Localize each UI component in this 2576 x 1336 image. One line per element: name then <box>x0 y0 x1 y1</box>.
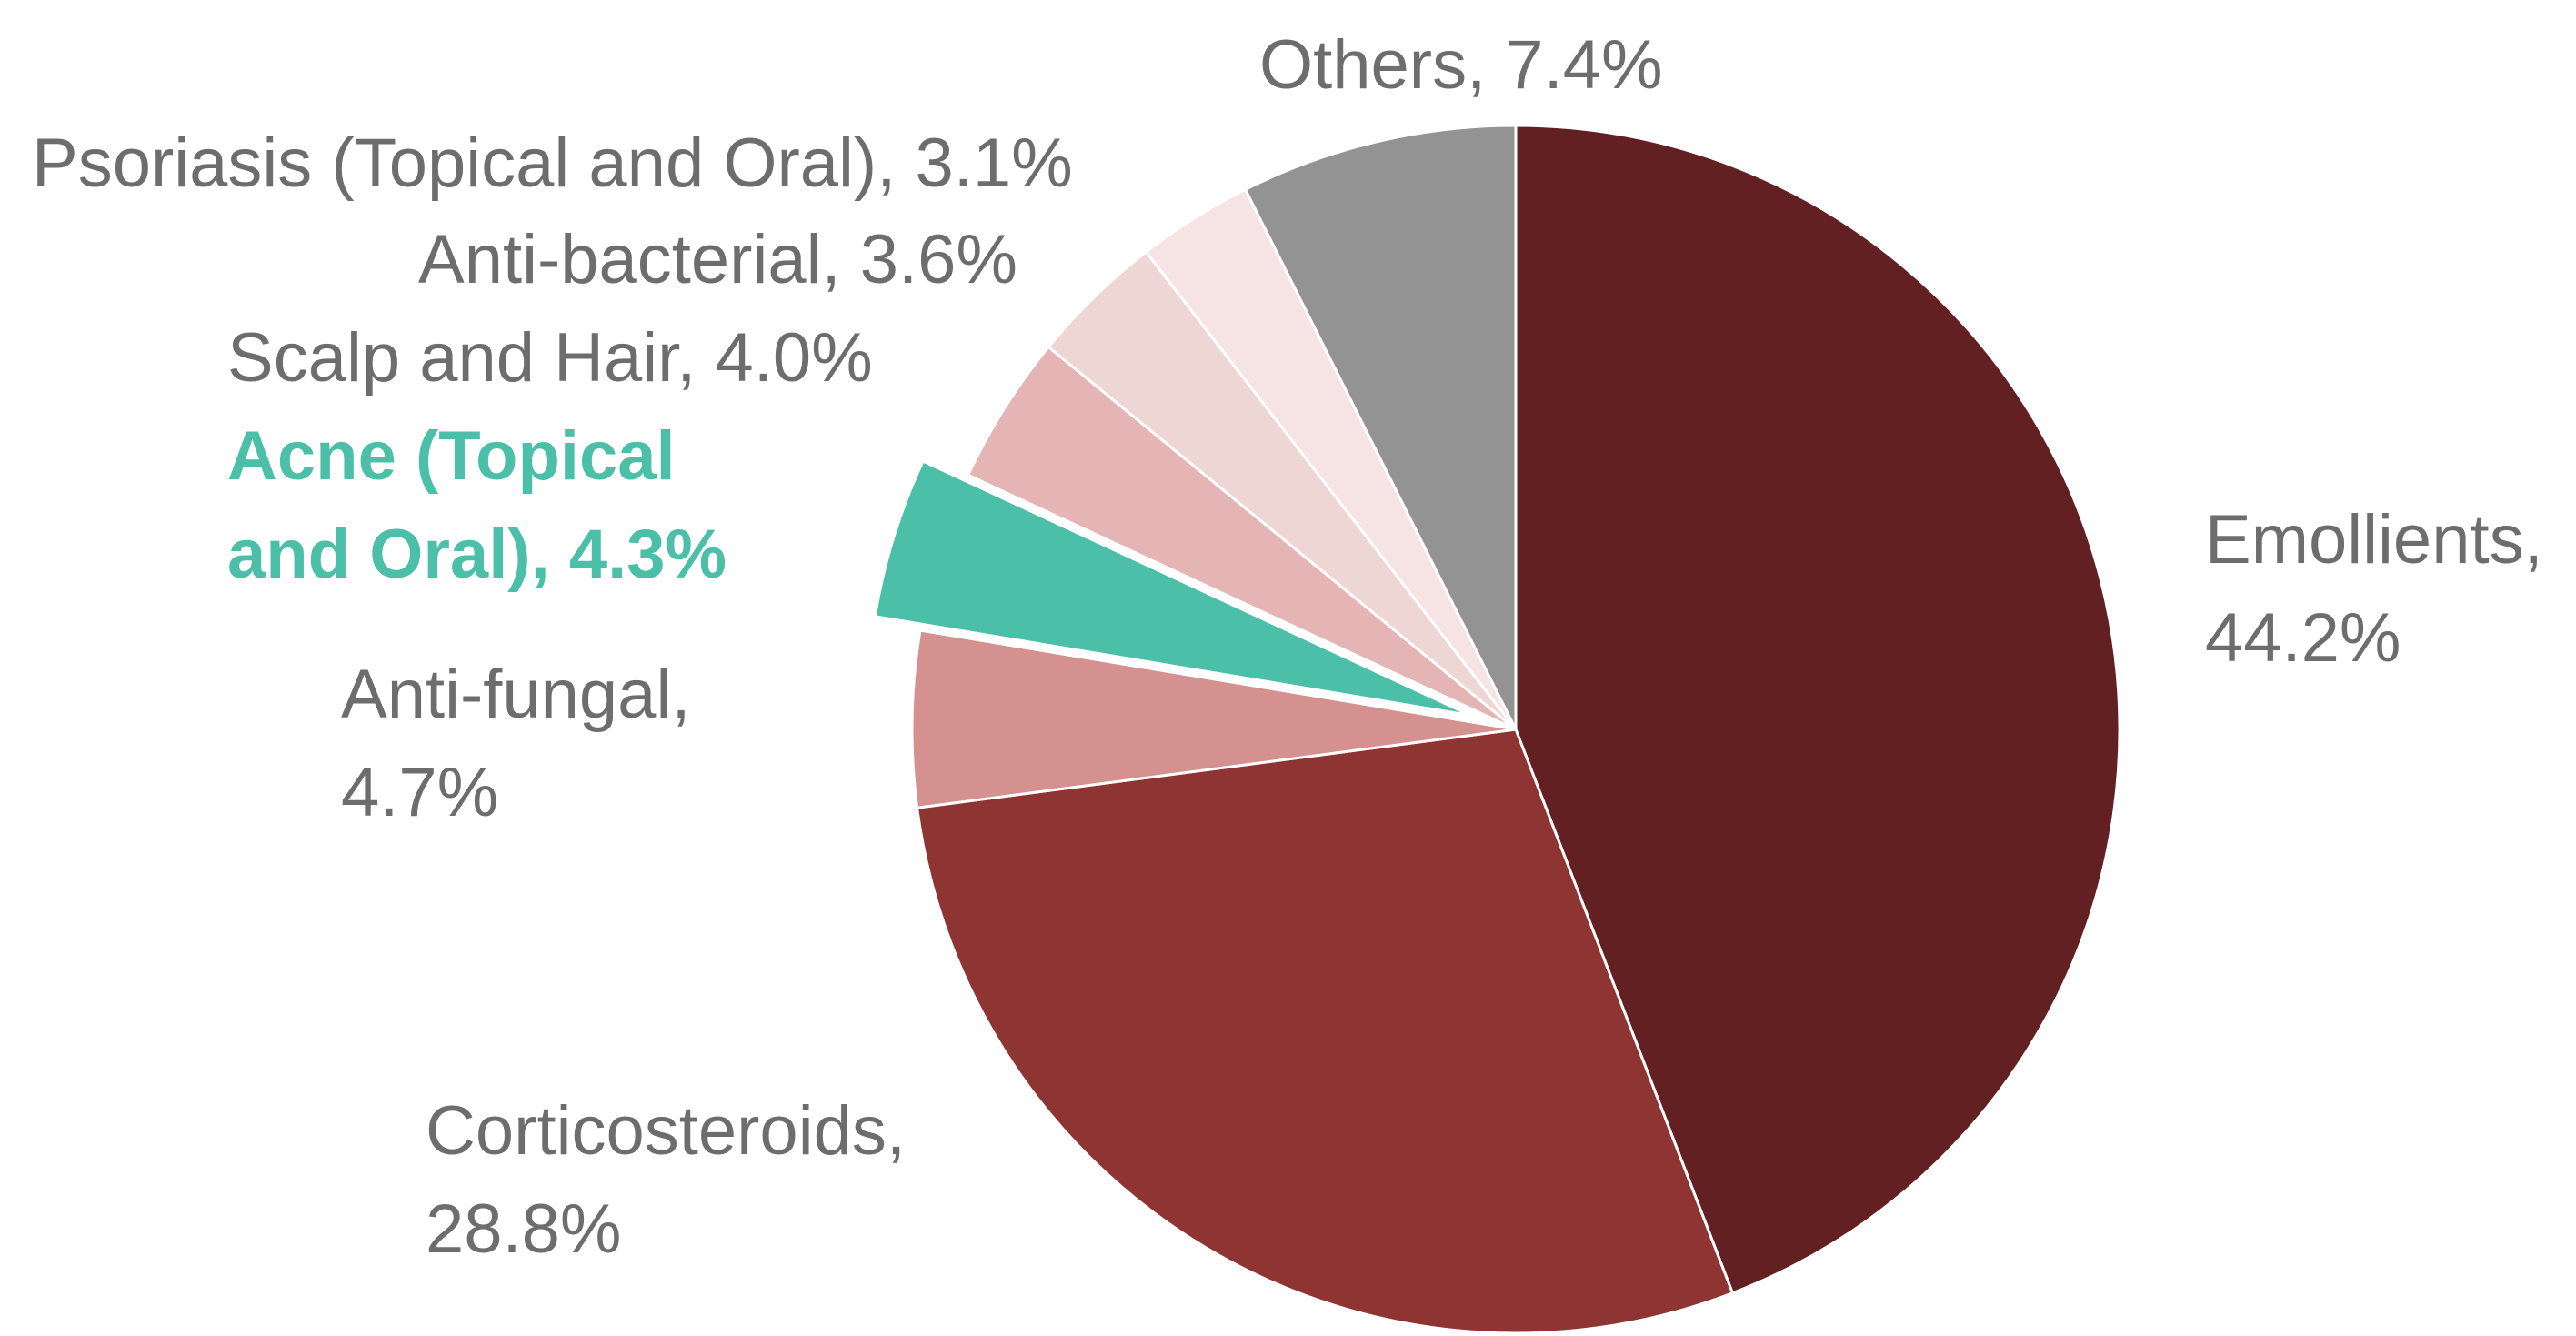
pie-slice-anti-fungal <box>910 628 1518 809</box>
pie-slice-corticosteroids <box>916 728 1734 1335</box>
pie-slice-acne-topical-and-oral <box>873 459 1472 718</box>
pie-slice-others <box>1244 124 1518 731</box>
slice-label-emollients: Emollients, 44.2% <box>2205 501 2543 677</box>
slice-label-anti-fungal: Anti-fungal, 4.7% <box>341 656 691 831</box>
slice-label-psoriasis: Psoriasis (Topical and Oral), 3.1% <box>32 125 1073 202</box>
slice-label-anti-bacterial: Anti-bacterial, 3.6% <box>418 221 1017 298</box>
slice-label-scalp-and-hair: Scalp and Hair, 4.0% <box>227 319 873 397</box>
slice-label-others: Others, 7.4% <box>1259 26 1663 104</box>
slice-label-acne: Acne (Topical and Oral), 4.3% <box>227 417 727 593</box>
slice-label-corticosteroids: Corticosteroids, 28.8% <box>426 1092 906 1268</box>
pie-slices <box>873 124 2121 1335</box>
pie-slice-emollients <box>1514 124 2121 1295</box>
